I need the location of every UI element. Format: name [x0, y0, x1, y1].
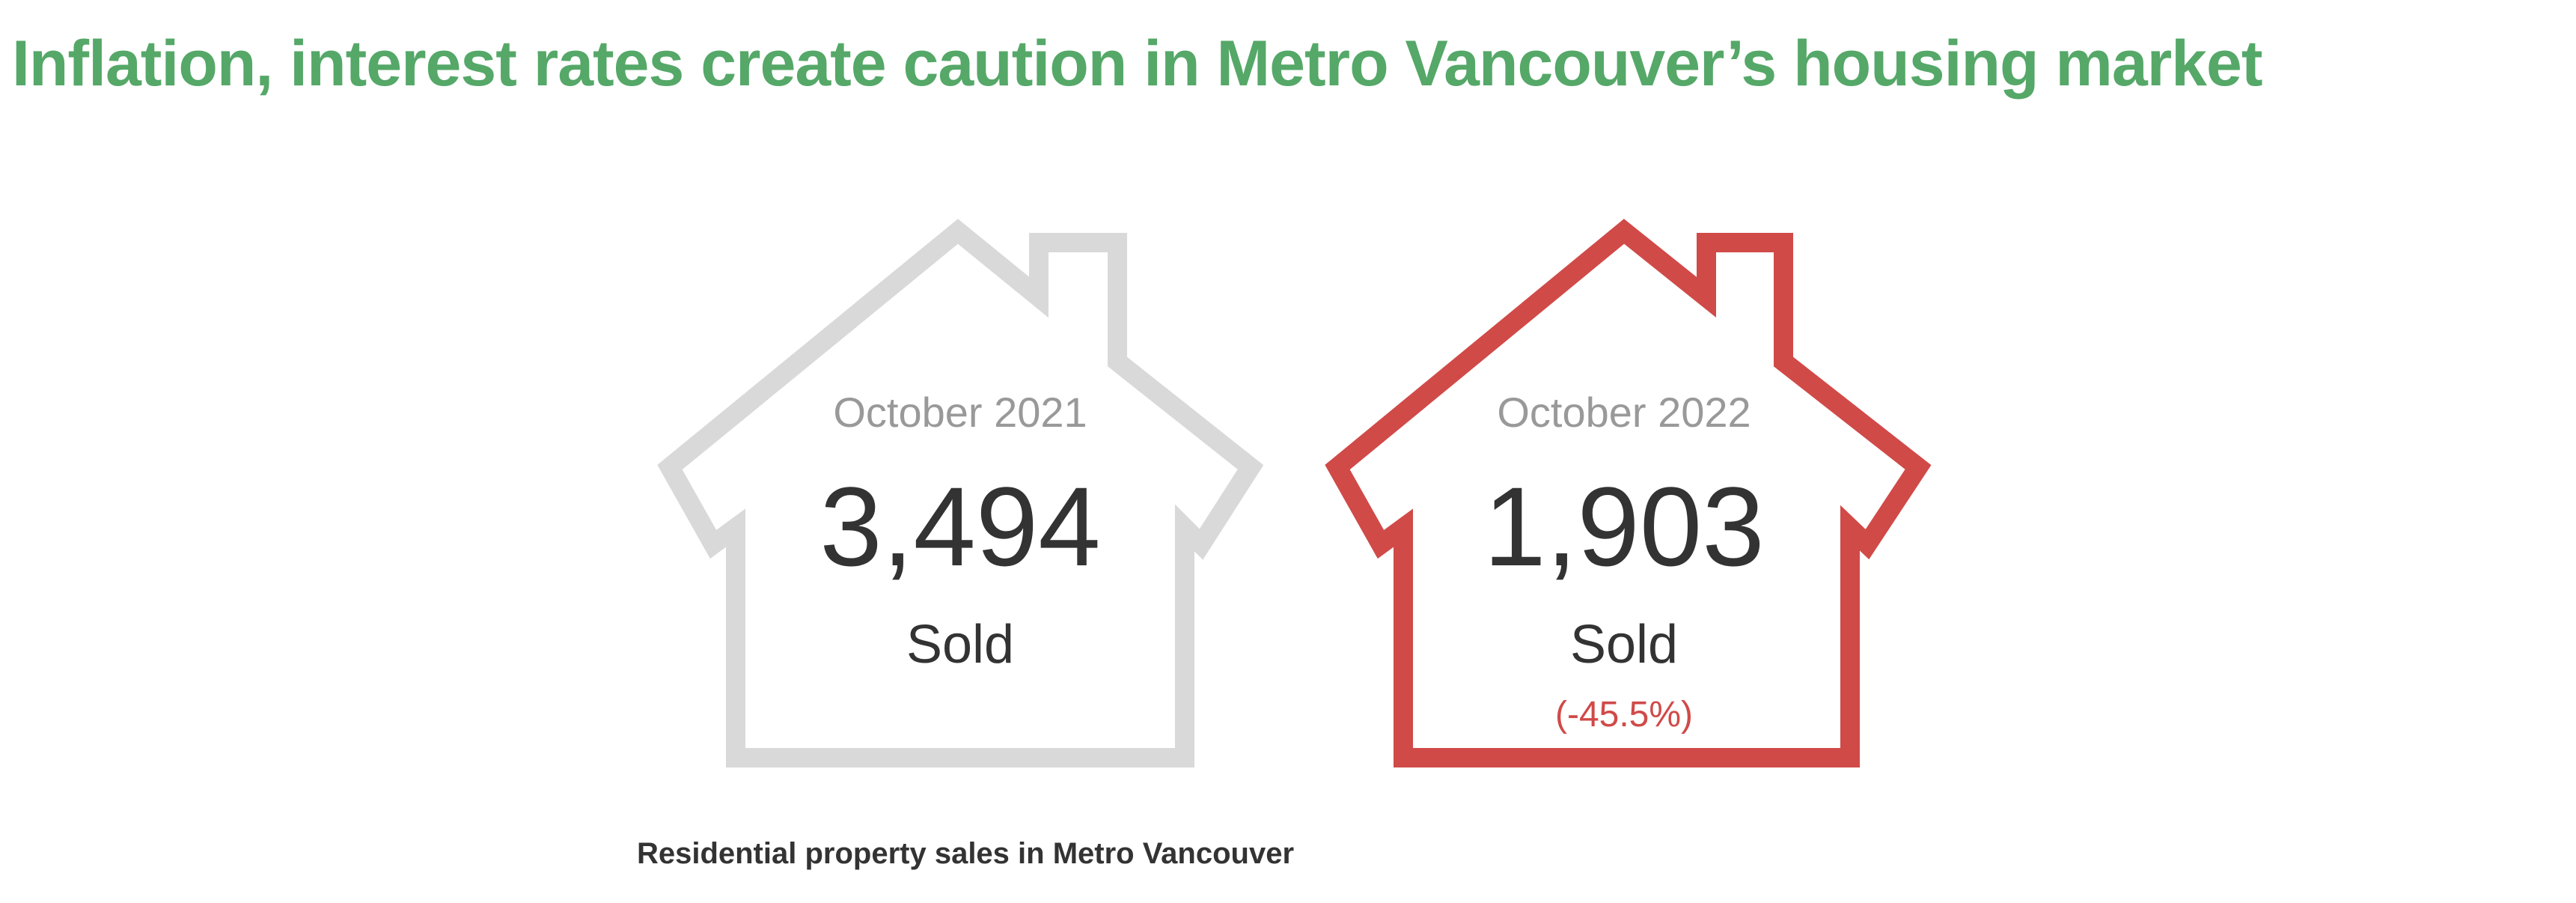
- house-outline-icon: [657, 219, 1264, 767]
- house-october-2021: October 2021 3,494 Sold: [657, 219, 1264, 767]
- period-label: October 2021: [833, 389, 1087, 436]
- value-label: 3,494: [820, 463, 1100, 589]
- house-october-2022: October 2022 1,903 Sold (-45.5%): [1325, 219, 1932, 767]
- house-outline-icon: [1325, 219, 1932, 767]
- value-label: 1,903: [1483, 463, 1764, 589]
- chart-caption: Residential property sales in Metro Vanc…: [636, 837, 1295, 870]
- period-label: October 2022: [1497, 389, 1751, 436]
- unit-label: Sold: [906, 615, 1014, 675]
- unit-label: Sold: [1570, 615, 1678, 675]
- change-label: (-45.5%): [1555, 695, 1693, 735]
- page-title: Inflation, interest rates create caution…: [12, 28, 2262, 100]
